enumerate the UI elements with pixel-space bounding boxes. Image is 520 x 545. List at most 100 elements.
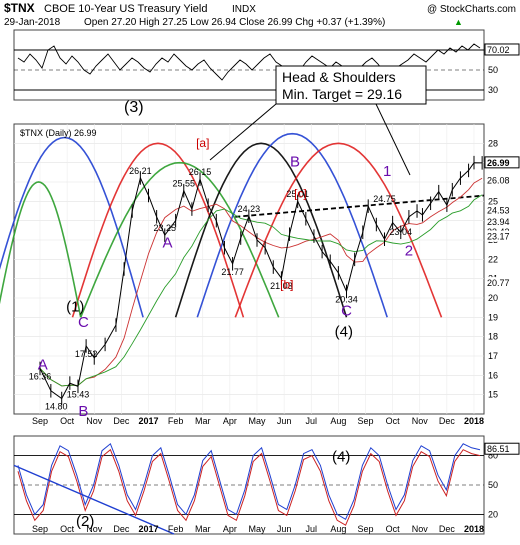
neckline [235,194,485,218]
right-value-label: 23.17 [487,232,510,242]
price-tick-label: 22 [488,254,498,264]
stoch-x-tick: Jun [277,524,292,534]
wave-label: B [78,403,88,420]
price-point-label: 24.23 [238,204,261,214]
stoch-trendline [13,464,175,535]
stoch-signal-line [17,448,481,526]
price-x-tick: Jul [305,416,317,426]
rsi-line [17,43,481,81]
price-tick-label: 18 [488,332,498,342]
price-point-label: 15.43 [67,389,90,399]
cycle-arc [71,142,245,318]
price-tick-label: 17 [488,351,498,361]
stoch-x-tick: 2018 [464,524,484,534]
price-point-label: 25.01 [286,189,309,199]
stoch-x-tick: Apr [223,524,237,534]
wave-label: [c] [294,186,307,200]
price-tick-label: 16 [488,370,498,380]
stoch-x-tick: Feb [168,524,184,534]
stoch-wave-label: (4) [332,448,350,465]
watermark: @ StockCharts.com [427,4,516,15]
wave-label: (1) [66,299,84,316]
hs-pointer-left [209,103,277,161]
price-x-tick: Oct [386,416,401,426]
wave-label: 1 [383,163,391,180]
price-point-label: 26.21 [129,166,152,176]
stoch-wave-label: (2) [76,513,94,530]
price-x-tick: Dec [113,416,130,426]
stoch-x-tick: Jul [305,524,317,534]
wave-label: [a] [196,136,209,150]
price-tick-label: 20 [488,293,498,303]
price-point-label: 14.80 [45,402,68,412]
price-x-tick: May [248,416,266,426]
stoch-tick-label: 20 [488,509,498,519]
price-panel [13,123,485,415]
price-x-tick: 2017 [138,416,158,426]
right-value-label: 20.77 [487,278,510,288]
stoch-last-value: 86.51 [487,444,510,454]
rsi-last-value: 70.02 [487,45,510,55]
stoch-last-value-box [484,442,520,455]
cycle-arc [234,142,443,318]
cycle-arc [0,136,144,318]
price-tick-label: 25 [488,196,498,206]
hs-annotation-line2: Min. Target = 29.16 [282,86,402,102]
change-up-icon: ▲ [454,17,463,27]
stoch-x-tick: Oct [386,524,401,534]
stoch-x-tick: Mar [195,524,211,534]
stochastic-layer: 20 50 80 (2) (4) 86.51 Sep Oct Nov Dec 2017 Feb Mar A… [13,442,520,535]
cycle-arc [0,181,82,318]
price-point-label: 23.04 [389,227,412,237]
price-x-tick: Nov [412,416,429,426]
stoch-x-tick: May [248,524,266,534]
price-x-tick: Apr [223,416,237,426]
cycle-arc [196,132,388,318]
price-point-label: 23.25 [154,223,177,233]
right-value-box [484,156,520,169]
right-value-box [485,204,519,216]
date-label: 29-Jan-2018 [4,17,61,28]
price-tick-label: 28 [488,138,498,148]
stoch-x-tick: Nov [86,524,103,534]
wave-label: C [78,314,89,331]
price-legend: $TNX (Daily) 26.99 [20,128,97,138]
right-value-box [485,215,519,227]
instrument-name: CBOE 10-Year US Treasury Yield [44,3,207,15]
rsi-tick-label: 30 [488,85,498,95]
stoch-tick-label: 80 [488,451,498,461]
wave-label: (4) [335,324,353,341]
wave-label: 2 [405,242,413,259]
stoch-x-tick: Dec [439,524,456,534]
price-x-tick: Nov [86,416,103,426]
price-point-label: 21.03 [270,281,293,291]
price-point-label: 26.15 [189,167,212,177]
right-value-label: 24.53 [487,205,510,215]
price-tick-label: 15 [488,390,498,400]
price-x-tick: Dec [439,416,456,426]
stoch-x-tick: 2017 [138,524,158,534]
rsi-wave-label: (3) [124,99,144,116]
rsi-layer: 30507070.02 [14,43,520,95]
stoch-x-tick: Aug [330,524,346,534]
wave-label: [b] [280,277,293,291]
price-tick-label: 19 [488,312,498,322]
price-point-label: 21.77 [221,267,244,277]
cycle-arc [79,161,280,318]
right-value-label: 26.99 [487,158,510,168]
wave-label: A [162,235,172,252]
price-x-tick: Sep [357,416,373,426]
wave-label: C [341,302,352,319]
stoch-x-tick: Sep [357,524,373,534]
price-point-label: 17.52 [75,349,98,359]
ma-long [39,194,483,387]
price-x-tick: Oct [60,416,75,426]
price-point-label: 20.34 [335,294,358,304]
stoch-main-line [17,442,481,521]
stoch-x-tick: Sep [32,524,48,534]
price-x-tick: Sep [32,416,48,426]
price-layer: 1516171819202122232425262728SepOctNovDec… [0,124,520,426]
right-value-box [485,277,519,289]
rsi-last-value-box [484,43,520,56]
